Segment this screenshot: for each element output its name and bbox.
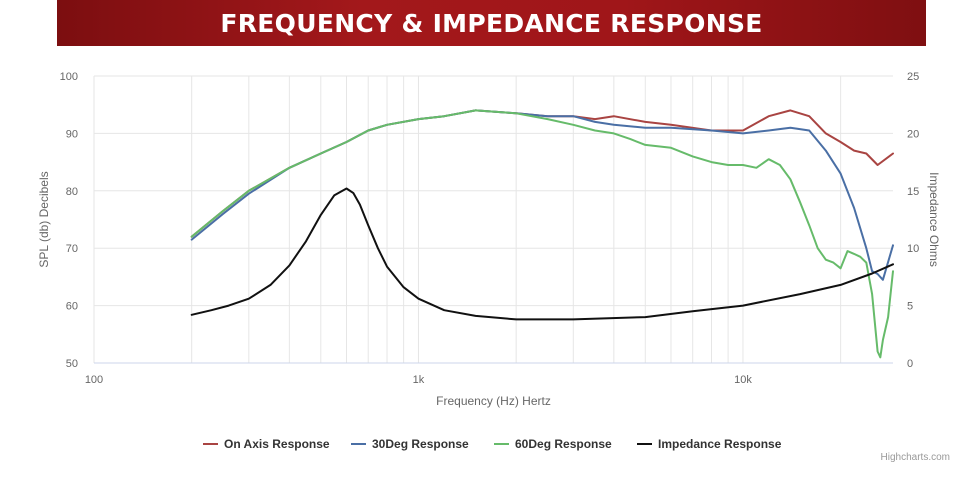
title-banner: FREQUENCY & IMPEDANCE RESPONSE [57, 0, 926, 46]
legend-label: On Axis Response [224, 437, 330, 451]
y2-tick-label: 20 [907, 128, 919, 140]
y-tick-label: 60 [66, 301, 78, 313]
legend-item-impedance-response[interactable]: Impedance Response [637, 437, 782, 451]
legend-label: Impedance Response [658, 437, 782, 451]
y2-tick-label: 10 [907, 243, 919, 255]
series-line-60deg-response [190, 109, 894, 359]
legend-item-30deg-response[interactable]: 30Deg Response [351, 437, 469, 451]
legend-label: 60Deg Response [515, 437, 612, 451]
x-tick-label: 10k [734, 374, 752, 386]
y2-tick-label: 25 [907, 71, 919, 83]
series-line-on-axis-response [190, 109, 894, 238]
series-group [190, 109, 894, 359]
x-tick-label: 100 [85, 374, 103, 386]
y2-tick-label: 5 [907, 301, 913, 313]
y2-tick-label: 0 [907, 358, 913, 370]
x-axis-title: Frequency (Hz) Hertz [436, 394, 551, 408]
legend: On Axis Response 30Deg Response 60Deg Resp… [203, 437, 782, 451]
legend-label: 30Deg Response [372, 437, 469, 451]
y-tick-label: 100 [60, 71, 78, 83]
legend-item-60deg-response[interactable]: 60Deg Response [494, 437, 612, 451]
series-line-impedance-response [190, 187, 894, 321]
y-tick-label: 70 [66, 243, 78, 255]
y-tick-label: 80 [66, 186, 78, 198]
y2-axis-title: Impedance Ohms [927, 172, 941, 267]
x-tick-label: 1k [413, 374, 425, 386]
y-tick-label: 50 [66, 358, 78, 370]
highcharts-credit[interactable]: Highcharts.com [880, 452, 950, 463]
y-tick-label: 90 [66, 128, 78, 140]
y2-tick-label: 15 [907, 186, 919, 198]
chart-title: FREQUENCY & IMPEDANCE RESPONSE [220, 8, 763, 38]
legend-item-on-axis-response[interactable]: On Axis Response [203, 437, 330, 451]
y-axis-title: SPL (db) Decibels [37, 171, 51, 267]
